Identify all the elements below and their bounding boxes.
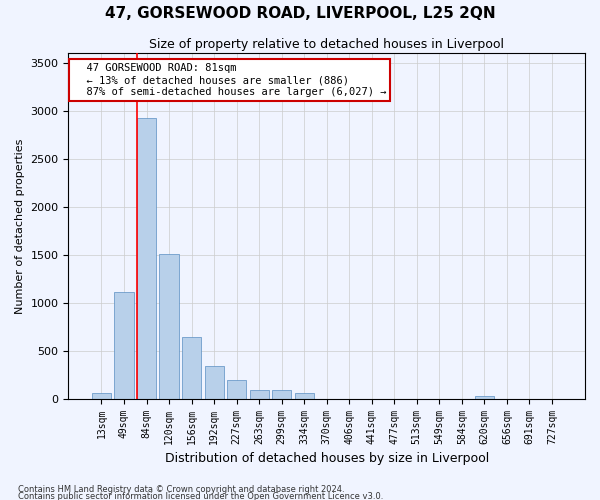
- Bar: [250, 390, 269, 398]
- Text: 47, GORSEWOOD ROAD, LIVERPOOL, L25 2QN: 47, GORSEWOOD ROAD, LIVERPOOL, L25 2QN: [104, 6, 496, 20]
- Title: Size of property relative to detached houses in Liverpool: Size of property relative to detached ho…: [149, 38, 504, 51]
- Bar: [115, 292, 134, 399]
- Bar: [92, 394, 111, 398]
- Bar: [182, 337, 201, 398]
- Bar: [272, 390, 291, 398]
- Bar: [205, 366, 224, 398]
- Text: Contains public sector information licensed under the Open Government Licence v3: Contains public sector information licen…: [18, 492, 383, 500]
- X-axis label: Distribution of detached houses by size in Liverpool: Distribution of detached houses by size …: [164, 452, 489, 465]
- Bar: [295, 394, 314, 398]
- Text: Contains HM Land Registry data © Crown copyright and database right 2024.: Contains HM Land Registry data © Crown c…: [18, 486, 344, 494]
- Bar: [227, 380, 246, 398]
- Y-axis label: Number of detached properties: Number of detached properties: [15, 138, 25, 314]
- Text: 47 GORSEWOOD ROAD: 81sqm
  ← 13% of detached houses are smaller (886)
  87% of s: 47 GORSEWOOD ROAD: 81sqm ← 13% of detach…: [74, 64, 386, 96]
- Bar: [475, 396, 494, 398]
- Bar: [137, 118, 156, 398]
- Bar: [160, 254, 179, 398]
